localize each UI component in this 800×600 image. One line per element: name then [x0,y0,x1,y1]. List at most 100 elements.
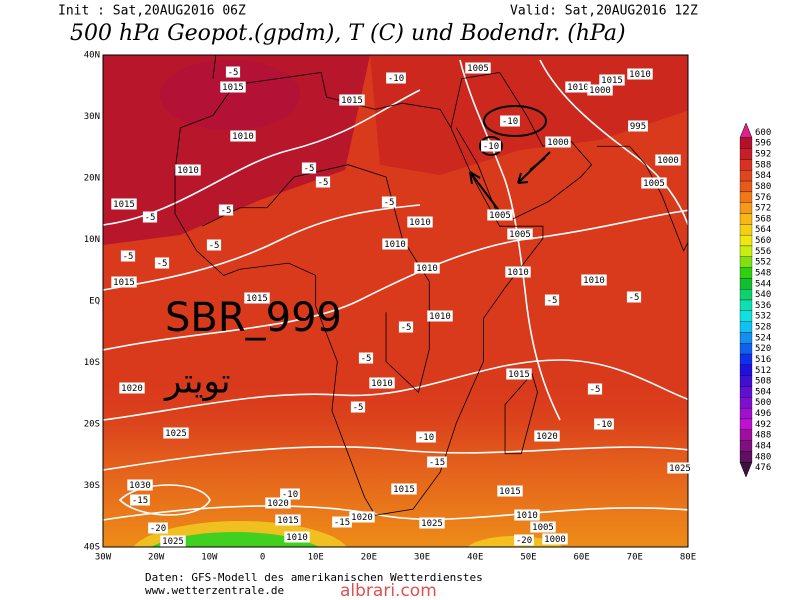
pressure-label-box [427,310,453,322]
colorbar-cap [739,122,753,139]
pressure-label-box [545,136,571,148]
pressure-label: 1010 [567,83,589,93]
pressure-label: 1020 [121,384,143,394]
annotations [469,105,551,213]
colorbar-step [739,245,753,257]
colorbar-label: 584 [755,171,771,181]
temperature-label-box [481,140,501,152]
pressure-label: 1025 [669,464,691,474]
pressure-label: 1010 [429,312,451,322]
pressure-label: 1010 [507,268,529,278]
temperature-label-box [626,291,642,303]
colorbar-label: 548 [755,268,771,278]
temperature-label-box [280,488,300,500]
temperature-label: -5 [145,213,156,223]
pressure-label-box [599,74,625,86]
colorbar-step [739,397,753,409]
lon-label: 20E [361,553,377,563]
temperature-label-box [218,204,234,216]
lat-label: 30S [84,481,100,491]
colorbar-step [739,310,753,322]
pressure-label: 1005 [489,211,511,221]
pressure-label: 1020 [267,499,289,509]
temperature-label-box [142,211,158,223]
colorbar-label: 568 [755,214,771,224]
pressure-label: 1005 [643,179,665,189]
lat-label: 40S [84,543,100,553]
pressure-label-box [407,216,433,228]
temperature-label: -5 [157,259,168,269]
temperature-label-box [544,294,560,306]
colorbar-label: 544 [755,279,771,289]
pressure-label-box [275,514,301,526]
pressure-label-box [220,81,246,93]
colorbar-label: 480 [755,452,771,462]
lon-label: 30E [414,553,430,563]
temperature-label: -5 [318,178,329,188]
pressure-label: 1015 [499,487,521,497]
colorbar-step [739,321,753,333]
pressure-label: 1020 [536,432,558,442]
pressure-label-box [534,430,560,442]
temperature-label: -10 [418,433,434,443]
pressure-label-box [163,427,189,439]
pressure-label: 1010 [232,132,254,142]
temperature-label: -10 [483,142,499,152]
colorbar-label: 540 [755,290,771,300]
pressure-label: 1010 [629,70,651,80]
pressure-label: 1000 [657,156,679,166]
colorbar-step [739,170,753,182]
lat-label: 10N [84,235,100,245]
pressure-label-box [506,368,532,380]
temperature-label: -5 [123,252,134,262]
colorbar-label: 532 [755,312,771,322]
colorbar-step [739,451,753,463]
pressure-label: 1015 [601,76,623,86]
temperature-label: -10 [388,74,404,84]
pressure-label-box [487,209,513,221]
pressure-label-box [244,292,270,304]
pressure-label: 1010 [409,218,431,228]
colorbar-step [739,429,753,441]
pressure-label-box [230,130,256,142]
pressure-label: 1000 [547,138,569,148]
colorbar-step [739,202,753,214]
temperature-label: -5 [547,296,558,306]
pressure-label-box [565,81,591,93]
pressure-label-box [382,238,408,250]
temperature-label-box [500,115,520,127]
pressure-label: 1015 [246,294,268,304]
pressure-label: 1010 [416,264,438,274]
colorbar-step [739,224,753,236]
site-watermark: albrari.com [340,581,437,600]
colorbar-label: 576 [755,193,771,203]
source-url: www.wetterzentrale.de [145,584,284,597]
colorbar-label: 508 [755,377,771,387]
lon-label: 70E [627,553,643,563]
temperature-label-box [130,494,150,506]
temperature-label: -20 [150,524,166,534]
pressure-label-box [465,62,491,74]
temperature-label: -15 [132,496,148,506]
pressure-label-box [627,68,653,80]
colorbar-label: 504 [755,387,771,397]
lon-label: 10E [308,553,324,563]
colorbar-label: 600 [755,128,771,138]
colorbar-label: 560 [755,236,771,246]
lon-label: 10W [201,553,218,563]
colorbar-label: 516 [755,355,771,365]
pressure-label-box [514,509,540,521]
temperature-label-box [332,516,352,528]
colorbar-label: 528 [755,323,771,333]
pressure-label-box [542,533,568,545]
colorbar-label: 592 [755,150,771,160]
temperature-label: -10 [502,117,518,127]
pressure-label: 1030 [129,481,151,491]
lat-label: 20S [84,420,100,430]
colorbar-step [739,256,753,268]
temperature-label-box [154,257,170,269]
temperature-label: -5 [304,164,315,174]
temperature-label: -10 [282,490,298,500]
temperature-label: -20 [516,536,532,546]
temperature-label: -10 [596,420,612,430]
